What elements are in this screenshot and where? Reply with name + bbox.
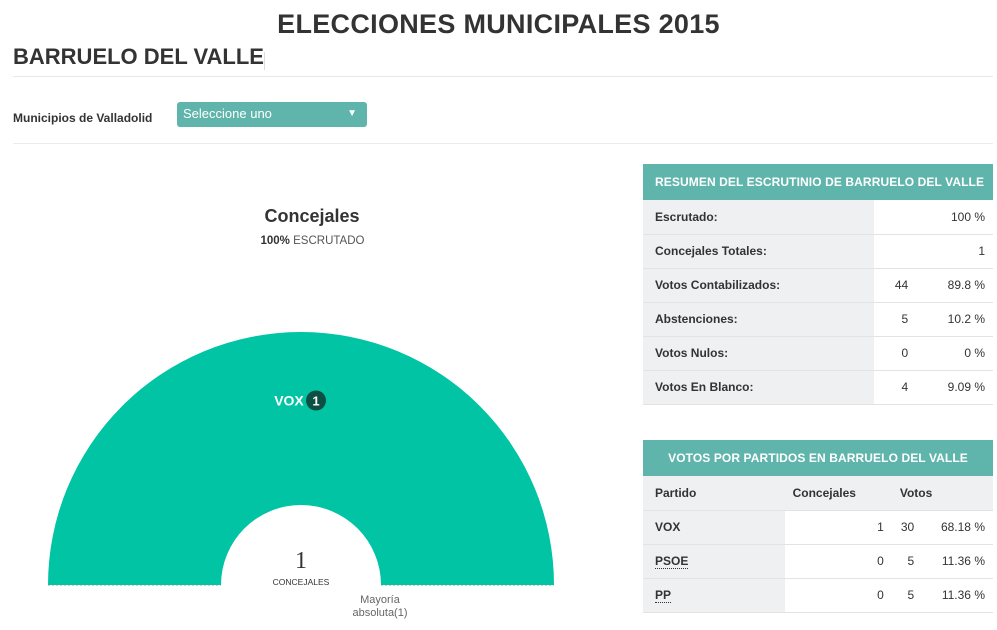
column-header-seats: Concejales xyxy=(784,476,892,511)
summary-pct: 1 xyxy=(916,234,993,269)
majority-label: Mayoría absoluta(1) xyxy=(340,594,420,620)
table-row: Escrutado: 100 % xyxy=(643,200,993,235)
summary-table: Escrutado: 100 % Concejales Totales: 1 V… xyxy=(643,200,993,405)
summary-count xyxy=(874,234,917,269)
municipality-select-value: Seleccione uno xyxy=(183,106,272,121)
filter-rule xyxy=(13,143,993,144)
party-link-psoe[interactable]: PSOE xyxy=(655,553,689,569)
summary-label: Escrutado: xyxy=(643,200,874,235)
scrutinized-pct: 100% xyxy=(260,235,290,247)
summary-pct: 100 % xyxy=(916,200,993,235)
summary-heading: RESUMEN DEL ESCRUTINIO DE BARRUELO DEL V… xyxy=(643,164,993,201)
party-name: VOX xyxy=(643,510,785,545)
seat-count-badge-value: 1 xyxy=(312,394,319,409)
party-pct: 11.36 % xyxy=(922,544,993,579)
table-row: Votos En Blanco: 4 9.09 % xyxy=(643,370,993,405)
column-header-party: Partido xyxy=(643,476,785,511)
table-row: PP 0 5 11.36 % xyxy=(643,578,993,613)
party-votes: 5 xyxy=(891,578,923,613)
title-divider xyxy=(264,52,265,70)
column-header-votes: Votos xyxy=(891,476,993,511)
header-rule xyxy=(13,76,993,77)
summary-label: Votos En Blanco: xyxy=(643,370,874,405)
party-pct: 68.18 % xyxy=(922,510,993,545)
table-row: Votos Contabilizados: 44 89.8 % xyxy=(643,268,993,303)
parties-table: Partido Concejales Votos VOX 1 30 68.18 … xyxy=(643,476,993,613)
summary-pct: 9.09 % xyxy=(916,370,993,405)
majority-label-line2: absoluta(1) xyxy=(352,607,408,619)
municipality-label: Municipios de Valladolid xyxy=(13,111,153,125)
chart-title: Concejales xyxy=(264,206,360,226)
summary-count: 4 xyxy=(874,370,917,405)
page-title: ELECCIONES MUNICIPALES 2015 xyxy=(277,9,720,39)
summary-label: Concejales Totales: xyxy=(643,234,874,269)
scrutinized-label: ESCRUTADO xyxy=(293,235,365,247)
chevron-down-icon: ▼ xyxy=(347,108,357,119)
summary-pct: 0 % xyxy=(916,336,993,371)
town-title: BARRUELO DEL VALLE xyxy=(13,44,264,69)
party-name-cell: PSOE xyxy=(643,544,785,579)
summary-count: 44 xyxy=(874,268,917,303)
party-seats: 0 xyxy=(784,578,892,613)
summary-label: Votos Contabilizados: xyxy=(643,268,874,303)
party-pct: 11.36 % xyxy=(922,578,993,613)
table-row: Votos Nulos: 0 0 % xyxy=(643,336,993,371)
party-name-cell: PP xyxy=(643,578,785,613)
table-row: Concejales Totales: 1 xyxy=(643,234,993,269)
table-row: Abstenciones: 5 10.2 % xyxy=(643,302,993,337)
summary-label: Abstenciones: xyxy=(643,302,874,337)
summary-pct: 10.2 % xyxy=(916,302,993,337)
summary-count: 0 xyxy=(874,336,917,371)
table-header-row: Partido Concejales Votos xyxy=(643,476,993,511)
table-row: VOX 1 30 68.18 % xyxy=(643,510,993,545)
total-seats-label: CONCEJALES xyxy=(272,577,330,587)
party-seat-label: VOX 1 xyxy=(274,390,326,411)
chart-subtitle: 100% ESCRUTADO xyxy=(220,235,405,247)
party-seat-label-name: VOX xyxy=(274,393,304,409)
party-link-pp[interactable]: PP xyxy=(655,587,672,603)
party-votes: 30 xyxy=(891,510,923,545)
parties-heading: VOTOS POR PARTIDOS EN BARRUELO DEL VALLE xyxy=(643,440,993,477)
party-seats: 0 xyxy=(784,544,892,579)
table-row: PSOE 0 5 11.36 % xyxy=(643,544,993,579)
municipality-select[interactable]: Seleccione uno ▼ xyxy=(177,102,367,127)
party-seats: 1 xyxy=(784,510,892,545)
party-votes: 5 xyxy=(891,544,923,579)
summary-pct: 89.8 % xyxy=(916,268,993,303)
seat-segment-vox xyxy=(48,332,554,585)
summary-count: 5 xyxy=(874,302,917,337)
summary-count xyxy=(874,200,917,235)
summary-label: Votos Nulos: xyxy=(643,336,874,371)
seats-hemicycle-chart: VOX 1 xyxy=(48,332,554,586)
seat-count-badge xyxy=(306,390,326,411)
total-seats-value: 1 xyxy=(295,548,307,574)
majority-label-line1: Mayoría xyxy=(360,594,400,606)
